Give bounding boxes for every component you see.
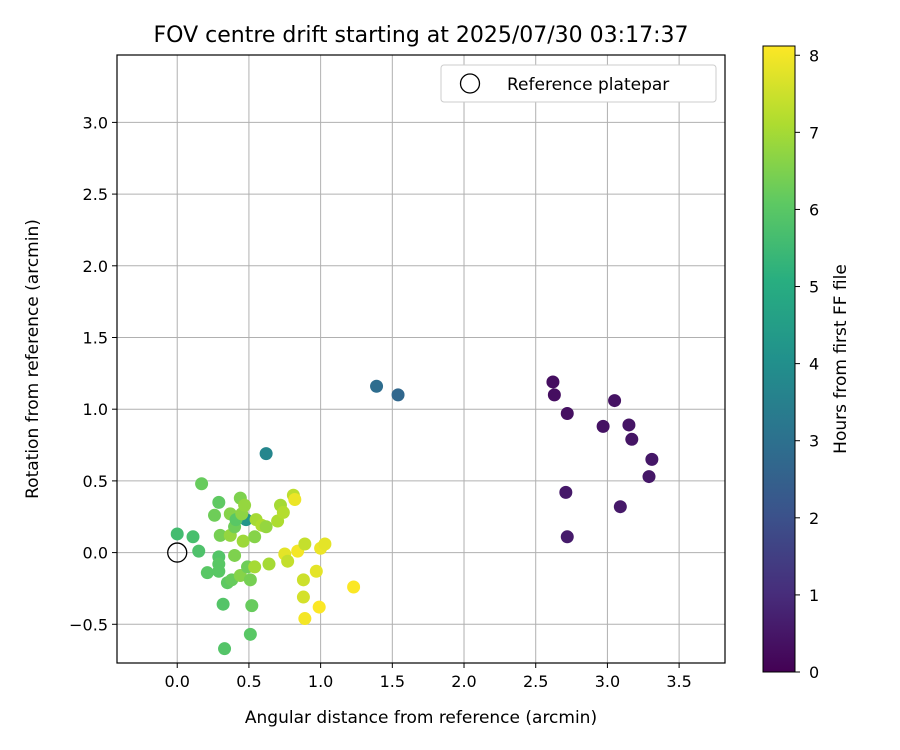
data-point [370,379,384,393]
data-point [309,564,323,578]
data-point [245,599,259,613]
x-tick-label: 3.5 [666,672,691,691]
data-point [560,530,574,544]
x-tick-label: 2.5 [523,672,548,691]
data-point [298,612,312,626]
data-point [218,642,232,656]
y-tick-label: 0.0 [83,544,108,563]
x-axis-label: Angular distance from reference (arcmin) [245,708,597,728]
x-tick-label: 0.5 [236,672,261,691]
data-point [312,600,326,614]
y-tick-label: 1.0 [83,400,108,419]
legend-label: Reference platepar [507,75,669,95]
data-point [596,419,610,433]
data-point [236,534,250,548]
colorbar-tick-label: 3 [809,432,819,451]
data-point [259,520,273,534]
data-point [622,418,636,432]
y-axis-label: Rotation from reference (arcmin) [23,219,43,499]
data-point [213,528,227,542]
x-tick-label: 1.5 [380,672,405,691]
legend: Reference platepar [440,64,717,103]
chart-title: FOV centre drift starting at 2025/07/30 … [154,23,689,48]
y-tick-label: 2.0 [83,257,108,276]
data-point [298,537,312,551]
x-axis: 0.0 0.5 1.0 1.5 2.0 2.5 3.0 3.5 [164,663,692,691]
data-point [248,560,262,574]
grid-lines [117,55,725,663]
y-tick-label: 2.5 [83,185,108,204]
data-point [200,566,214,580]
data-point [296,590,310,604]
data-point [195,477,209,491]
data-point [547,388,561,402]
y-tick-label: 0.5 [83,472,108,491]
colorbar [762,45,796,673]
y-tick-label: 3.0 [83,113,108,132]
colorbar-tick-label: 6 [809,200,819,219]
colorbar-tick-label: 0 [809,663,819,682]
data-point [276,505,290,519]
y-axis: −0.5 0.0 0.5 1.0 1.5 2.0 2.5 3.0 [69,113,117,634]
data-point [642,470,656,484]
legend-box [440,64,717,103]
x-tick-label: 0.0 [164,672,189,691]
x-tick-label: 2.0 [451,672,476,691]
data-point [625,432,639,446]
data-point [645,452,659,466]
data-point [281,554,295,568]
data-point [318,537,332,551]
colorbar-ticks: 0 1 2 3 4 5 6 7 8 [795,46,819,682]
data-point [238,498,252,512]
colorbar-tick-label: 8 [809,46,819,65]
data-point [248,530,262,544]
data-point [208,508,222,522]
data-point [212,564,226,578]
colorbar-label: Hours from first FF file [831,264,851,454]
y-tick-label: 1.5 [83,328,108,347]
data-point [243,573,257,587]
x-tick-label: 1.0 [308,672,333,691]
colorbar-tick-label: 7 [809,123,819,142]
colorbar-tick-label: 4 [809,355,819,374]
data-point [233,569,247,583]
data-point [347,580,361,594]
data-point [391,388,405,402]
colorbar-tick-label: 1 [809,586,819,605]
colorbar-tick-label: 2 [809,509,819,528]
data-point [559,485,573,499]
data-point [212,495,226,509]
plot-frame [116,54,726,664]
data-point [170,527,184,541]
reference-marker [167,542,188,563]
data-point [228,548,242,562]
data-point [296,573,310,587]
data-point [216,597,230,611]
data-point [192,544,206,558]
data-point [560,406,574,420]
data-point [546,375,560,389]
reference-marker-group [167,542,188,563]
data-point [243,627,257,641]
y-tick-label: −0.5 [69,615,108,634]
data-point [613,500,627,514]
data-points [170,375,659,656]
colorbar-tick-label: 5 [809,278,819,297]
data-point [608,394,622,408]
legend-reference-marker [459,73,481,94]
data-point [259,447,273,461]
data-point [288,493,302,507]
data-point [186,530,200,544]
data-point [262,557,276,571]
x-tick-label: 3.0 [595,672,620,691]
